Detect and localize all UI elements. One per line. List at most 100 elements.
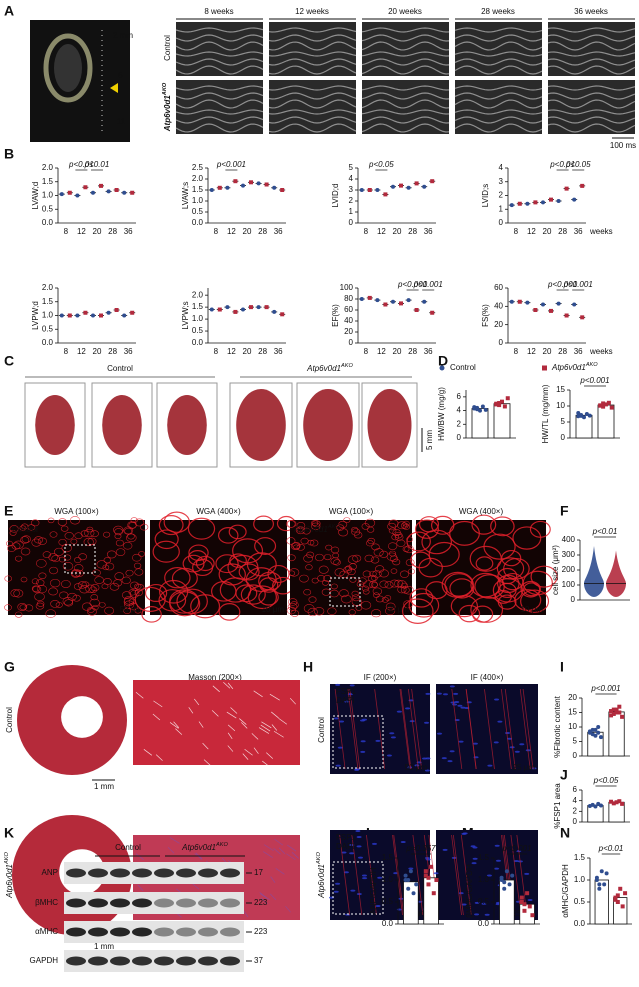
data-point [67, 190, 72, 195]
x-tick-label: 28 [558, 347, 567, 356]
wga-cell [384, 581, 394, 589]
nucleus [527, 898, 533, 901]
x-tick-label: 8 [64, 347, 69, 356]
wga-cell [492, 578, 524, 603]
fiber [274, 838, 284, 846]
wga-cell [351, 528, 361, 536]
wga-cell [330, 557, 340, 565]
data-point [525, 300, 530, 305]
panel-letter: D [438, 353, 448, 369]
data-point [614, 707, 619, 712]
mmode-trace [361, 99, 450, 109]
nucleus [441, 757, 447, 760]
x-tick-label: 8 [364, 347, 369, 356]
fsp1-signal [399, 688, 411, 770]
gene-name: Atp6v0d1 [163, 95, 172, 133]
fiber [242, 753, 249, 760]
wga-cell [317, 575, 326, 582]
data-point [475, 405, 480, 410]
data-point [217, 185, 222, 190]
y-tick-label: 300 [562, 550, 576, 559]
data-point [264, 182, 269, 187]
gene-name: Atp6v0d1 [293, 525, 328, 534]
nucleus [497, 720, 503, 723]
wga-cell [158, 514, 184, 536]
x-tick-label: 28 [258, 347, 267, 356]
panel-letter: G [4, 659, 15, 675]
fsp1-signal [334, 688, 346, 770]
column-header: 28 weeks [481, 7, 515, 16]
fiber [251, 733, 259, 740]
y-tick-label: 2.0 [192, 290, 204, 299]
data-point [549, 308, 553, 313]
y-tick-label: 0 [571, 595, 576, 604]
row-label: Control [163, 35, 172, 61]
wga-cell [123, 596, 135, 605]
wga-cell [19, 604, 27, 611]
gene-name: Atp6v0d1 [181, 843, 216, 852]
wga-cell [195, 555, 215, 572]
blot-band [88, 868, 108, 878]
nucleus [486, 874, 492, 877]
gene-name: Atp6v0d1 [306, 364, 341, 373]
nucleus [361, 874, 367, 877]
mmode-trace [361, 58, 450, 66]
mmode-trace [547, 85, 636, 91]
wga-cell [288, 598, 298, 606]
fiber [253, 747, 259, 754]
data-point [480, 404, 485, 409]
wga-cell [102, 564, 110, 571]
x-tick-label: 12 [77, 347, 86, 356]
y-axis-label: HW/BW (mg/g) [437, 387, 446, 441]
nucleus [362, 877, 368, 880]
data-point [598, 403, 603, 408]
wga-cell [258, 571, 282, 591]
wga-cell [114, 533, 122, 540]
nucleus [335, 764, 341, 767]
wga-cell [474, 574, 505, 599]
y-tick-label: 1.0 [192, 314, 204, 323]
mmode-trace [268, 58, 357, 66]
wga-cell [154, 529, 179, 550]
data-point [209, 307, 214, 312]
y-tick-label: 1.5 [382, 853, 394, 862]
nucleus [396, 710, 402, 713]
x-axis-label: weeks [589, 347, 613, 356]
data-point [533, 308, 538, 312]
fiber [289, 697, 296, 705]
data-point [599, 869, 604, 874]
y-tick-label: 15 [556, 385, 565, 394]
wga-cell [322, 580, 329, 586]
depth-label: 2 mm [113, 31, 133, 40]
wga-cell [402, 520, 410, 527]
wga-cell [330, 583, 338, 590]
wga-cell [418, 516, 440, 533]
y-tick-label: 6 [457, 392, 462, 401]
wga-cell [36, 579, 45, 587]
data-point [383, 302, 388, 307]
fsp1-signal [452, 834, 464, 916]
y-tick-label: 0.5 [478, 897, 490, 906]
mmode-trace [547, 109, 636, 115]
data-point [615, 893, 620, 898]
fsp1-signal [510, 834, 522, 916]
blot-band [88, 927, 108, 937]
nucleus [333, 890, 339, 893]
wga-cell [74, 564, 84, 572]
wga-cell [287, 602, 298, 611]
x-tick-label: 20 [393, 227, 402, 236]
wga-cell [38, 572, 47, 580]
mmode-trace [268, 123, 357, 133]
mmode-trace [547, 116, 636, 124]
data-point [280, 312, 285, 317]
wga-cell [24, 604, 34, 612]
wga-cell [291, 541, 301, 549]
wga-cell [35, 602, 45, 610]
data-point [572, 302, 577, 307]
fiber [262, 760, 271, 768]
data-point [217, 307, 222, 312]
kda-label: 223 [254, 927, 268, 936]
wga-cell [61, 580, 71, 588]
fiber [202, 742, 209, 750]
data-point [430, 179, 435, 184]
